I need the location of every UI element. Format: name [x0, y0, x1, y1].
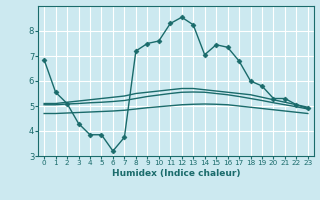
X-axis label: Humidex (Indice chaleur): Humidex (Indice chaleur) [112, 169, 240, 178]
